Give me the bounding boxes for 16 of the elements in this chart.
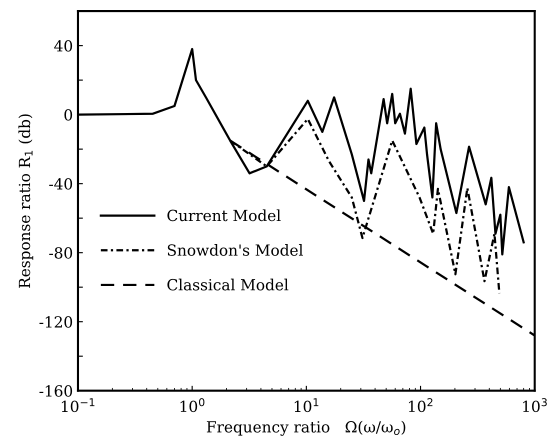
y-tick-label: 40 xyxy=(54,40,72,52)
x-tick-label: 10$^{0}$ xyxy=(180,398,204,412)
x-axis-title: Frequency ratio Ω(ω/ω$_{o}$) xyxy=(206,420,406,436)
y-tick-label: -80 xyxy=(49,247,72,259)
y-tick-label: -160 xyxy=(39,385,72,397)
x-tick-label: 10$^{−1}$ xyxy=(62,398,94,412)
x-tick-label: 10$^{3}$ xyxy=(523,398,547,412)
legend-label: Classical Model xyxy=(167,278,288,290)
y-tick-label: 0 xyxy=(64,109,72,121)
y-axis-title: Response ratio R$_{1}$ (db) xyxy=(18,114,34,288)
legend-label: Current Model xyxy=(167,209,281,222)
legend-label: Snowdon's Model xyxy=(168,244,303,256)
y-tick-label: -120 xyxy=(39,316,72,328)
x-tick-label: 10$^{2}$ xyxy=(408,398,432,412)
y-tick-label: -40 xyxy=(49,178,72,190)
x-tick-label: 10$^{1}$ xyxy=(294,398,318,412)
